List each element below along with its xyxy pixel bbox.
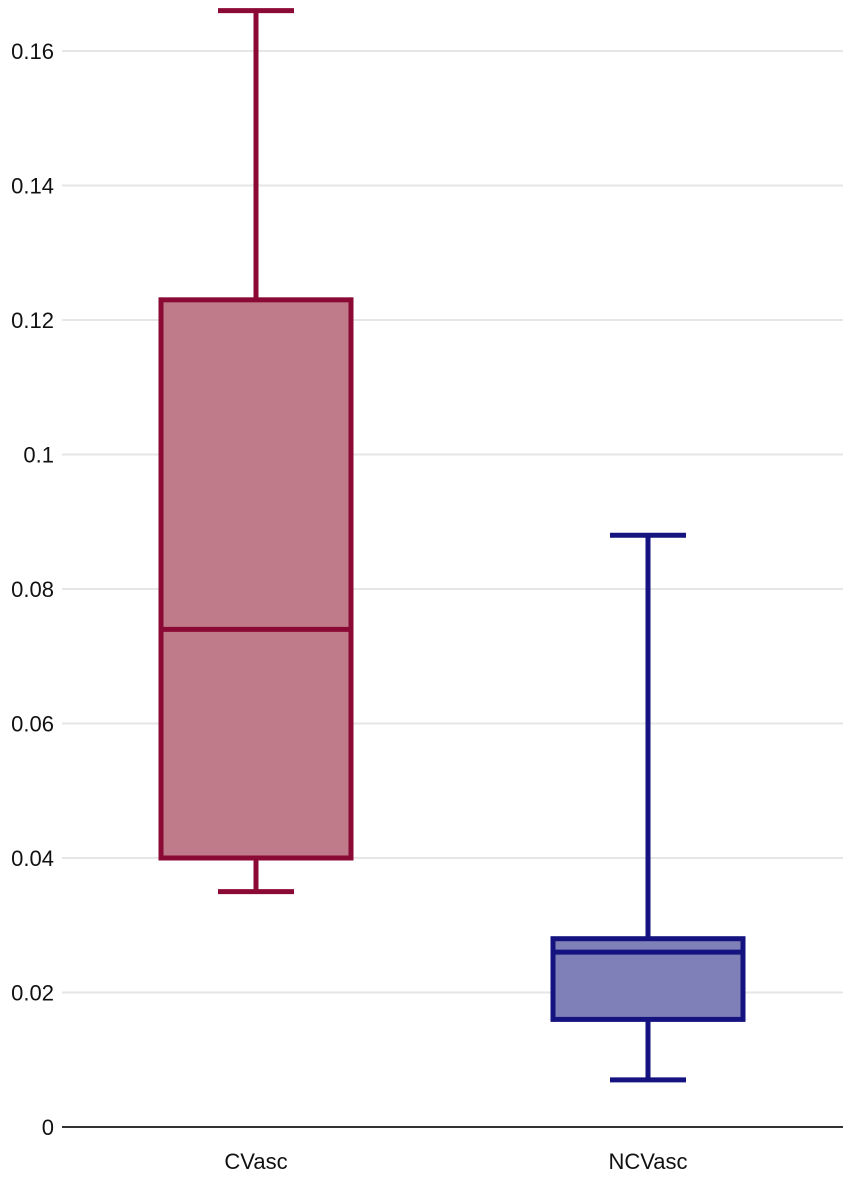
box-group-cvasc (158, 8, 354, 895)
box-layer (158, 8, 746, 1083)
x-category-label: CVasc (224, 1149, 287, 1174)
y-tick-label: 0.1 (23, 443, 54, 468)
y-tick-label: 0.14 (11, 174, 54, 199)
y-tick-label: 0.02 (11, 981, 54, 1006)
y-tick-label: 0.12 (11, 308, 54, 333)
y-tick-label: 0.04 (11, 846, 54, 871)
x-category-label: NCVasc (608, 1149, 687, 1174)
y-tick-label: 0.08 (11, 577, 54, 602)
box-group-ncvasc (550, 532, 746, 1083)
y-tick-label: 0.16 (11, 39, 54, 64)
y-tick-label: 0 (42, 1115, 54, 1140)
interquartile-box (158, 297, 354, 861)
label-layer: 0 0.02 0.04 0.06 0.08 0.1 0.12 0.14 0.16 CVasc NCV… (11, 39, 687, 1174)
y-tick-label: 0.06 (11, 712, 54, 737)
